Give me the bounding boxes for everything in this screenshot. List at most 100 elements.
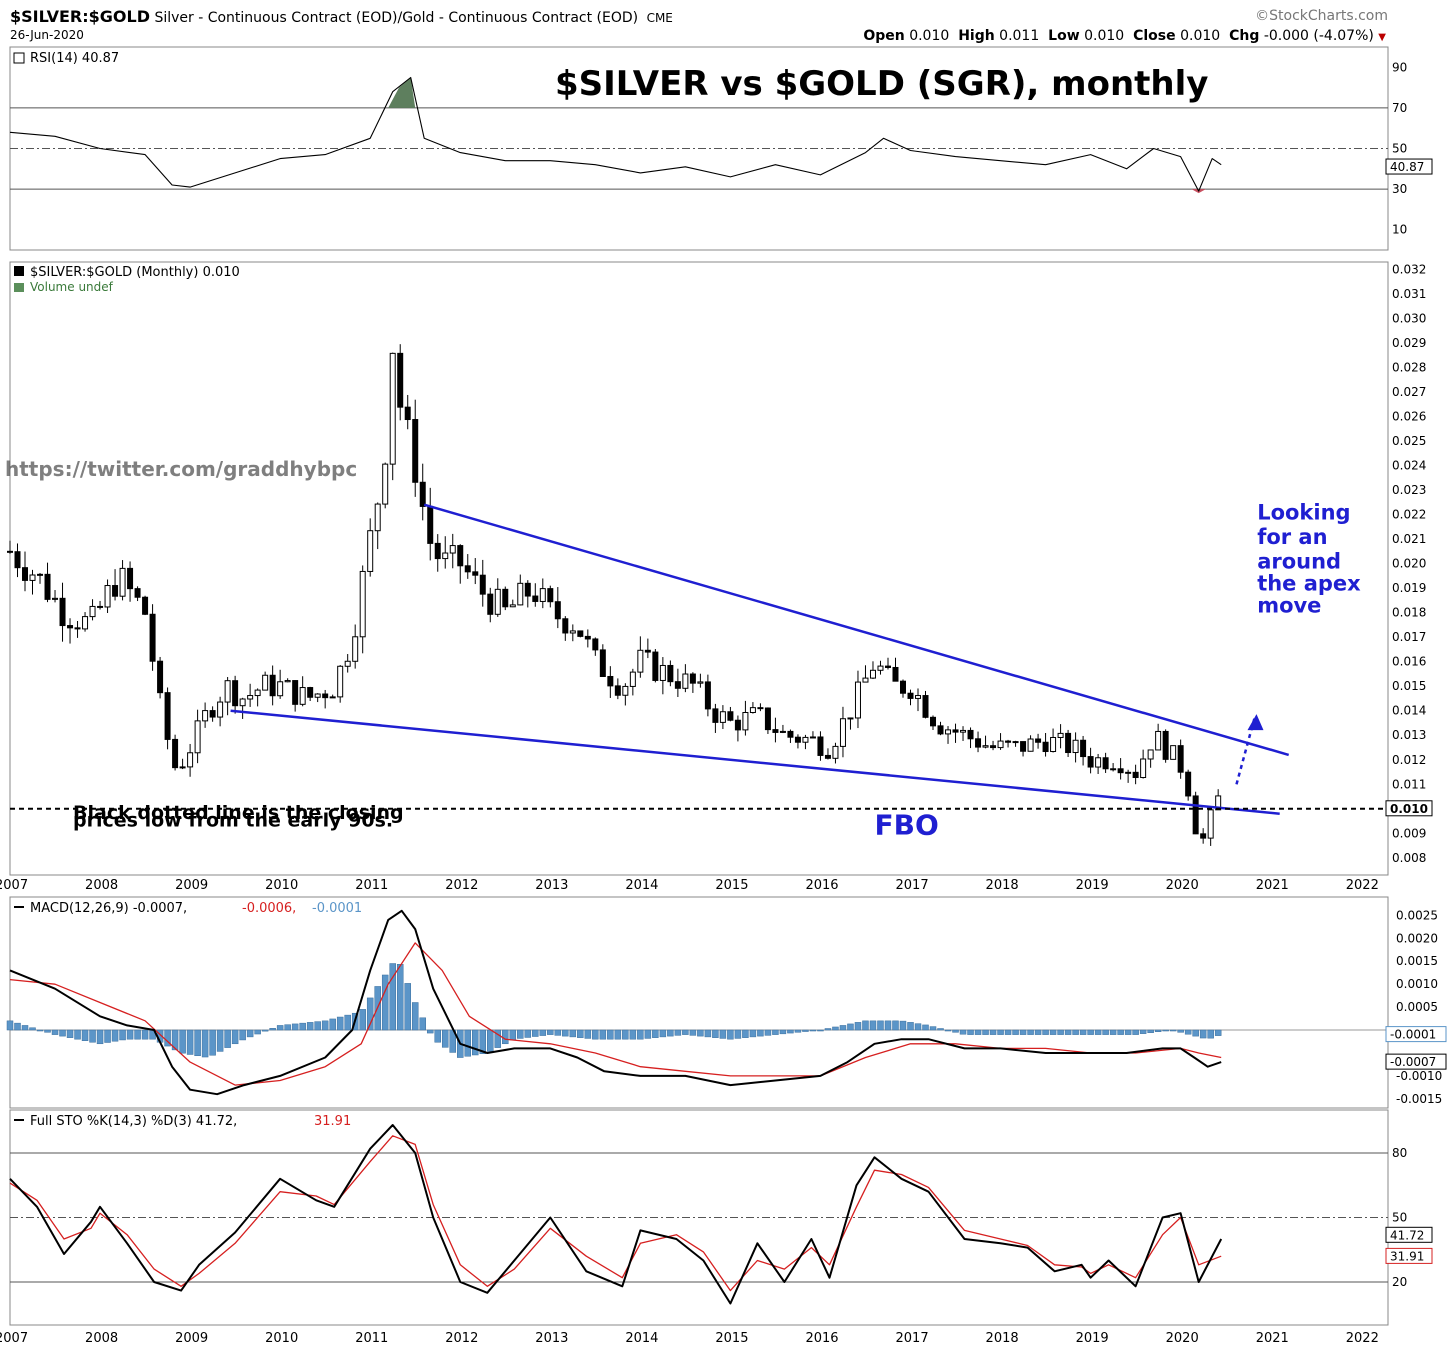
rsi-value-tag-box: [1385, 158, 1433, 175]
candle-body: [269, 674, 276, 697]
macd-histogram-bar: [1072, 1029, 1079, 1035]
macd-histogram-bar: [66, 1029, 74, 1038]
macd-histogram-bar: [1094, 1029, 1102, 1035]
candle-body: [1125, 771, 1132, 774]
candle-body: [644, 649, 651, 653]
macd-histogram-bar: [914, 1023, 922, 1031]
candle-body: [757, 707, 764, 710]
candle-body: [869, 669, 876, 679]
sto-year-label-2018: 2018: [986, 1331, 1019, 1346]
projection-arrow-head: [1247, 714, 1264, 731]
watermark-text: https://twitter.com/graddhybpc: [5, 457, 357, 481]
macd-histogram-bar: [381, 974, 389, 1031]
candle-body: [915, 695, 922, 699]
candle-body: [847, 717, 854, 720]
macd-histogram-bar: [1139, 1029, 1147, 1034]
rsi-overbought-fill: [388, 77, 416, 108]
brand-logo[interactable]: ©StockCharts.com: [1255, 8, 1388, 24]
chg-value: -0.000 (-4.07%): [1263, 28, 1374, 44]
candle-body: [960, 729, 967, 733]
macd-histogram-bar: [689, 1029, 697, 1036]
candle-body: [22, 567, 29, 581]
candle-body: [329, 696, 336, 699]
candle-body: [397, 352, 404, 408]
candle-body: [404, 406, 411, 421]
candle-body: [1185, 771, 1192, 797]
price-year-label-2013: 2013: [535, 878, 568, 893]
open-label: Open: [863, 28, 905, 44]
macd-histogram-bar: [44, 1029, 51, 1033]
candle-body: [532, 595, 539, 602]
sto-tick-label-50: 50: [1392, 1211, 1407, 1225]
candle-body: [892, 666, 899, 682]
candle-body: [809, 736, 816, 739]
price-value-tag-box: [1385, 800, 1433, 817]
rsi-line: [9, 76, 1222, 192]
macd-histogram-bar: [502, 1029, 509, 1045]
sto-tick-label-80: 80: [1392, 1146, 1407, 1160]
candle-body: [787, 730, 794, 738]
macd-histogram-bar: [1064, 1029, 1072, 1035]
price-year-label-2008: 2008: [85, 878, 118, 893]
candle-body: [134, 588, 141, 598]
macd-histogram-bar: [667, 1029, 674, 1037]
rsi-legend-icon: [13, 52, 25, 64]
macd-histogram-bar: [877, 1020, 884, 1031]
candle-body: [1035, 738, 1042, 743]
macd-histogram-bar: [1012, 1029, 1019, 1035]
candle-body: [1065, 732, 1072, 754]
macd-histogram-bar: [21, 1025, 29, 1031]
candle-body: [779, 730, 786, 733]
macd-histogram-bar: [1177, 1029, 1184, 1033]
price-tick-label-0.030: 0.030: [1392, 311, 1426, 325]
candle-body: [382, 463, 389, 505]
candle-legend-icon: [14, 266, 24, 276]
macd-histogram-bar: [216, 1029, 224, 1052]
macd-histogram-bar: [922, 1024, 929, 1031]
close-value: 0.010: [1180, 28, 1221, 44]
macd-signal-line: [9, 942, 1222, 1086]
macd-histogram-bar: [899, 1020, 907, 1031]
sto-d-tag-box: [1385, 1247, 1433, 1264]
macd-tick-label-0.0025: 0.0025: [1396, 908, 1438, 922]
price-value-tag: 0.010: [1390, 802, 1428, 816]
chart-date: 26-Jun-2020: [10, 28, 84, 42]
price-year-label-2022: 2022: [1346, 878, 1379, 893]
macd-histogram-bar: [1162, 1029, 1169, 1032]
price-year-label-2011: 2011: [355, 878, 388, 893]
candle-body: [517, 582, 524, 606]
macd-legend-signal: -0.0006,: [242, 901, 296, 916]
sto-k-line: [9, 1124, 1223, 1305]
sto-year-label-2022: 2022: [1346, 1331, 1379, 1346]
rsi-value-tag: 40.87: [1390, 160, 1424, 174]
macd-histogram-bar: [141, 1029, 149, 1040]
candle-body: [344, 660, 351, 667]
candle-body: [29, 574, 36, 581]
candle-body: [712, 708, 719, 723]
sto-k-tag-box: [1385, 1226, 1433, 1243]
macd-histogram-bar: [719, 1029, 727, 1039]
macd-histogram-bar: [269, 1028, 276, 1031]
candle-body: [1020, 741, 1027, 752]
candle-body: [704, 681, 711, 710]
sto-year-label-2015: 2015: [715, 1331, 748, 1346]
close-label: Close: [1133, 28, 1176, 44]
macd-histogram-bar: [1199, 1029, 1207, 1039]
macd-histogram-bar: [1207, 1029, 1214, 1039]
candle-body: [930, 716, 937, 727]
candle-body: [1162, 730, 1169, 760]
price-tick-label-0.015: 0.015: [1392, 679, 1426, 693]
candle-body: [547, 588, 554, 603]
candle-body: [262, 674, 269, 691]
candle-body: [794, 736, 801, 743]
candle-body: [659, 664, 666, 681]
candle-body: [487, 593, 494, 615]
candle-body: [194, 720, 201, 754]
candle-body: [592, 638, 599, 651]
sto-year-label-2021: 2021: [1256, 1331, 1289, 1346]
price-tick-label-0.023: 0.023: [1392, 483, 1426, 497]
price-tick-label-0.019: 0.019: [1392, 581, 1426, 595]
macd-histogram-bar: [989, 1029, 997, 1035]
macd-hist-tag: -0.0001: [1390, 1028, 1436, 1042]
macd-histogram-bar: [59, 1029, 66, 1037]
